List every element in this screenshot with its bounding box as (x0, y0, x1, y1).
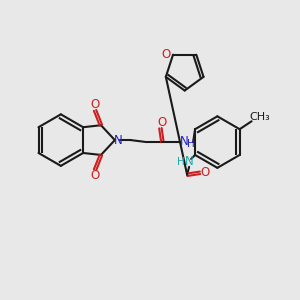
Text: O: O (158, 116, 167, 129)
Text: N: N (180, 135, 189, 148)
Text: H: H (187, 139, 195, 149)
Text: H: H (177, 157, 185, 167)
Text: N: N (185, 155, 194, 168)
Text: O: O (200, 166, 210, 179)
Text: O: O (90, 98, 100, 111)
Text: CH₃: CH₃ (249, 112, 270, 122)
Text: O: O (161, 48, 171, 61)
Text: N: N (113, 134, 122, 147)
Text: O: O (90, 169, 100, 182)
